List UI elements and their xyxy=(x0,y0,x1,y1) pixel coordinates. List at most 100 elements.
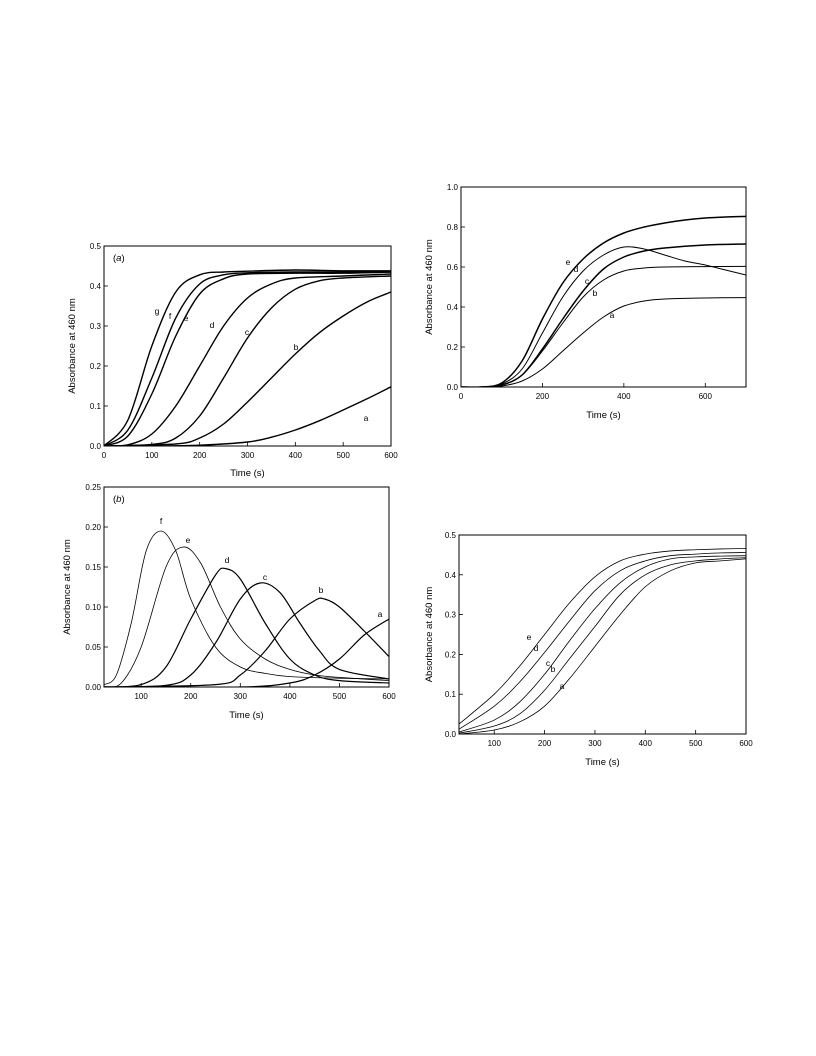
series-line-c xyxy=(461,243,746,387)
series-label-a: a xyxy=(610,310,615,320)
x-tick-label: 100 xyxy=(145,451,159,460)
x-tick-label: 300 xyxy=(241,451,255,460)
y-tick-label: 0.8 xyxy=(447,223,459,232)
series-line-f xyxy=(104,530,389,685)
series-line-e xyxy=(104,546,389,687)
series-line-c xyxy=(459,555,746,733)
y-axis-label: Absorbance at 460 nm xyxy=(62,539,73,635)
x-tick-label: 200 xyxy=(536,392,550,401)
series-line-e xyxy=(104,271,391,446)
y-tick-label: 0.4 xyxy=(447,303,459,312)
chart-1: 0 100 200 300 400 500 600 0.0 0.1 0.2 0.3 0.4 0.5 Tim… xyxy=(67,242,398,479)
series-label-e: e xyxy=(186,535,191,545)
y-tick-label: 0.1 xyxy=(445,690,457,699)
x-tick-label: 100 xyxy=(134,692,148,701)
series-label-a: a xyxy=(378,609,383,619)
y-tick-label: 0.1 xyxy=(90,402,102,411)
x-tick-label: 100 xyxy=(488,739,502,748)
series-line-a xyxy=(104,618,389,687)
series-label-c: c xyxy=(585,276,590,286)
plot-frame xyxy=(458,534,747,735)
y-tick-label: 0.4 xyxy=(445,571,457,580)
y-tick-label: 0.0 xyxy=(445,730,457,739)
y-tick-label: 0.10 xyxy=(85,603,101,612)
x-tick-label: 600 xyxy=(382,692,396,701)
y-tick-label: 0.0 xyxy=(90,442,102,451)
series-line-c xyxy=(104,582,389,687)
y-tick-label: 0.3 xyxy=(445,611,457,620)
series-line-e xyxy=(461,215,746,387)
x-tick-label: 500 xyxy=(336,451,350,460)
y-tick-label: 0.25 xyxy=(85,483,101,492)
series-label-c: c xyxy=(263,572,268,582)
series-line-d xyxy=(461,246,746,387)
panel-label: (b) xyxy=(113,494,125,505)
series-line-b xyxy=(461,265,746,387)
y-tick-label: 0.3 xyxy=(90,322,102,331)
chart-3: 100 200 300 400 500 600 0.00 0.05 0.10 0.15 0.20 0.… xyxy=(62,483,396,721)
y-tick-label: 0.05 xyxy=(85,643,101,652)
series-line-b xyxy=(104,291,391,446)
x-tick-label: 600 xyxy=(384,451,398,460)
x-tick-label: 400 xyxy=(289,451,303,460)
x-tick-label: 500 xyxy=(333,692,347,701)
x-tick-label: 600 xyxy=(699,392,713,401)
plot-frame xyxy=(103,486,390,688)
series-label-e: e xyxy=(184,313,189,323)
series-line-d xyxy=(104,567,389,687)
series-label-b: b xyxy=(319,585,324,595)
plot-frame xyxy=(460,186,747,388)
y-tick-label: 0.0 xyxy=(447,383,459,392)
series-label-f: f xyxy=(160,516,163,526)
series-label-b: b xyxy=(551,664,556,674)
series-label-b: b xyxy=(593,288,598,298)
series-label-d: d xyxy=(225,555,230,565)
y-tick-label: 0.5 xyxy=(445,531,457,540)
y-axis-label: Absorbance at 460 nm xyxy=(67,298,78,394)
series-line-a xyxy=(461,297,746,387)
series-label-d: d xyxy=(534,643,539,653)
series-line-a xyxy=(459,558,746,734)
series-line-c xyxy=(104,275,391,446)
series-line-d xyxy=(459,552,746,730)
x-axis-label: Time (s) xyxy=(586,410,620,421)
x-tick-label: 600 xyxy=(739,739,753,748)
series-line-a xyxy=(104,386,391,446)
y-tick-label: 0.5 xyxy=(90,242,102,251)
y-tick-label: 0.2 xyxy=(90,362,102,371)
x-tick-label: 0 xyxy=(459,392,464,401)
series-line-f xyxy=(104,271,391,446)
y-tick-label: 0.6 xyxy=(447,263,459,272)
x-axis-label: Time (s) xyxy=(229,710,263,721)
chart-4: 100 200 300 400 500 600 0.0 0.1 0.2 0.3 0.4 0.5 Time… xyxy=(424,531,753,768)
y-axis-label: Absorbance at 460 nm xyxy=(424,239,435,335)
y-tick-label: 0.4 xyxy=(90,282,102,291)
x-tick-label: 400 xyxy=(283,692,297,701)
y-tick-label: 0.20 xyxy=(85,523,101,532)
series-label-c: c xyxy=(245,327,250,337)
y-axis-label: Absorbance at 460 nm xyxy=(424,587,435,683)
series-label-f: f xyxy=(169,311,172,321)
series-line-e xyxy=(459,548,746,725)
x-axis-label: Time (s) xyxy=(585,757,619,768)
x-tick-label: 400 xyxy=(639,739,653,748)
series-label-e: e xyxy=(527,632,532,642)
series-label-g: g xyxy=(155,306,160,316)
chart-2: 0 200 400 600 0.0 0.2 0.4 0.6 0.8 1.0 Time (s) Abso… xyxy=(424,183,747,421)
series-line-b xyxy=(104,597,389,687)
series-label-e: e xyxy=(566,257,571,267)
series-label-d: d xyxy=(574,264,579,274)
x-axis-label: Time (s) xyxy=(230,468,264,479)
y-tick-label: 0.2 xyxy=(447,343,459,352)
series-line-b xyxy=(459,557,746,734)
y-tick-label: 0.15 xyxy=(85,563,101,572)
y-tick-label: 0.00 xyxy=(85,683,101,692)
series-label-a: a xyxy=(364,413,369,423)
x-tick-label: 200 xyxy=(184,692,198,701)
series-line-g xyxy=(104,269,391,446)
series-label-b: b xyxy=(294,342,299,352)
x-tick-label: 400 xyxy=(617,392,631,401)
x-tick-label: 300 xyxy=(588,739,602,748)
y-tick-label: 1.0 xyxy=(447,183,459,192)
series-label-c: c xyxy=(546,658,551,668)
